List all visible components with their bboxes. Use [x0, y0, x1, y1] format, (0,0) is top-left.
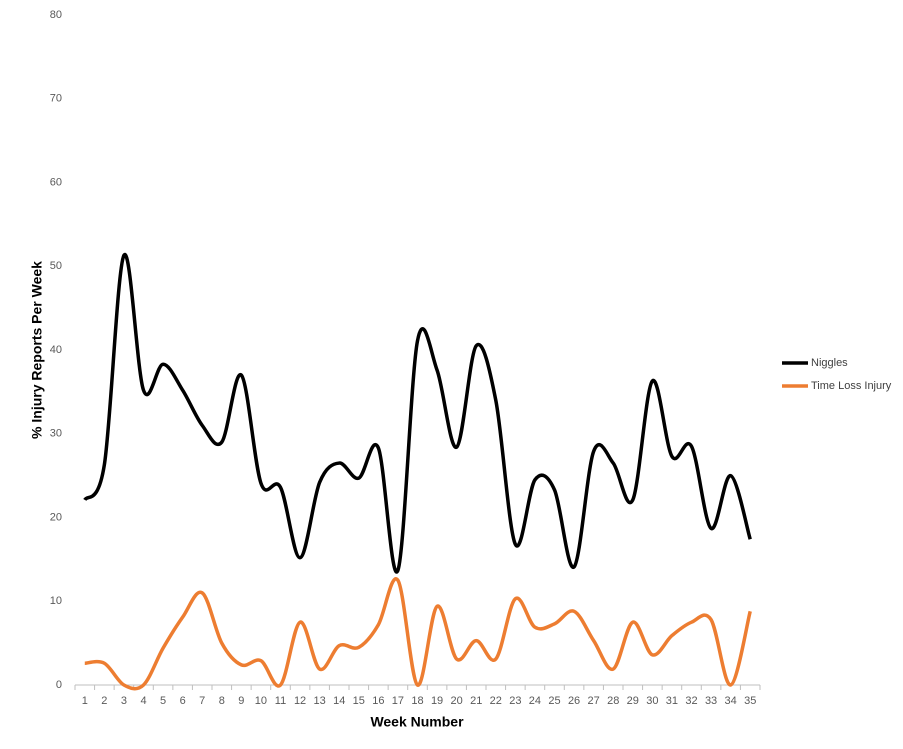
- x-tick-label: 27: [588, 695, 600, 707]
- x-tick-label: 3: [121, 695, 127, 707]
- x-tick-label: 15: [353, 695, 365, 707]
- x-tick-label: 33: [705, 695, 717, 707]
- x-tick-label: 11: [275, 695, 286, 707]
- x-tick-label: 26: [568, 695, 580, 707]
- x-tick-label: 30: [646, 695, 658, 707]
- x-tick-label: 1: [82, 695, 88, 707]
- y-tick-label: 10: [50, 595, 62, 607]
- x-tick-label: 7: [199, 695, 205, 707]
- y-axis-title: % Injury Reports Per Week: [29, 261, 45, 439]
- x-axis-title: Week Number: [370, 714, 464, 730]
- legend-label: Niggles: [811, 357, 848, 369]
- x-tick-label: 12: [294, 695, 306, 707]
- x-tick-label: 18: [411, 695, 423, 707]
- x-tick-label: 14: [333, 695, 345, 707]
- x-tick-label: 29: [627, 695, 639, 707]
- y-tick-label: 60: [50, 176, 62, 188]
- y-tick-label: 70: [50, 93, 62, 105]
- y-tick-label: 0: [56, 679, 62, 691]
- legend-label: Time Loss Injury: [811, 380, 892, 392]
- x-tick-label: 28: [607, 695, 619, 707]
- x-tick-label: 25: [548, 695, 560, 707]
- x-tick-label: 2: [101, 695, 107, 707]
- y-tick-label: 40: [50, 344, 62, 356]
- x-tick-label: 13: [314, 695, 326, 707]
- x-tick-label: 32: [685, 695, 697, 707]
- x-tick-label: 9: [238, 695, 244, 707]
- x-tick-label: 6: [180, 695, 186, 707]
- series-line: [83, 253, 752, 574]
- x-tick-label: 35: [744, 695, 756, 707]
- x-tick-label: 19: [431, 695, 443, 707]
- x-tick-label: 20: [451, 695, 463, 707]
- x-tick-label: 4: [140, 695, 146, 707]
- x-tick-label: 31: [666, 695, 678, 707]
- x-tick-label: 23: [509, 695, 521, 707]
- y-tick-label: 50: [50, 260, 62, 272]
- x-tick-label: 5: [160, 695, 166, 707]
- x-tick-label: 22: [490, 695, 502, 707]
- y-tick-label: 30: [50, 428, 62, 440]
- x-tick-label: 24: [529, 695, 541, 707]
- x-tick-label: 10: [255, 695, 267, 707]
- x-tick-label: 34: [725, 695, 737, 707]
- x-tick-label: 8: [219, 695, 225, 707]
- x-tick-label: 16: [372, 695, 384, 707]
- series-line: [84, 577, 752, 691]
- y-tick-label: 20: [50, 511, 62, 523]
- x-tick-label: 17: [392, 695, 404, 707]
- y-tick-label: 80: [50, 9, 62, 21]
- x-tick-label: 21: [470, 695, 482, 707]
